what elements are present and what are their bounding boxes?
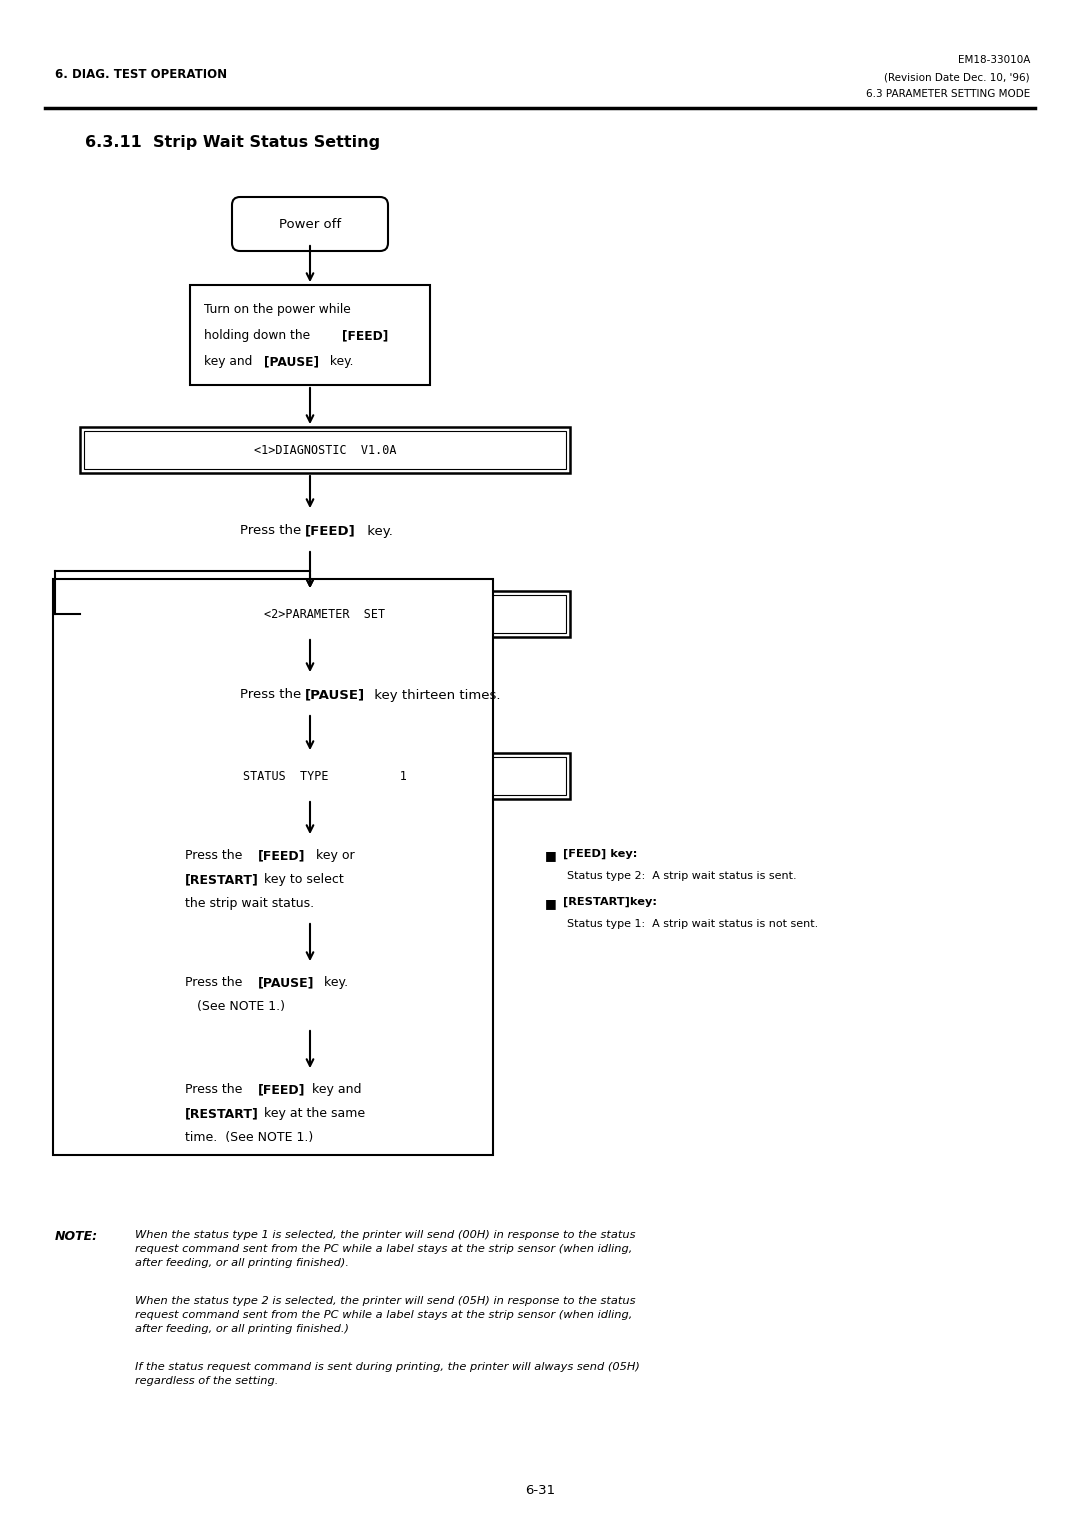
Text: key.: key. (320, 976, 348, 990)
Text: (See NOTE 1.): (See NOTE 1.) (197, 1000, 285, 1013)
Text: Press the: Press the (240, 525, 305, 537)
Text: If the status request command is sent during printing, the printer will always s: If the status request command is sent du… (135, 1362, 639, 1386)
Bar (84, 756, 566, 795)
Text: Status type 1:  A strip wait status is not sent.: Status type 1: A strip wait status is no… (567, 920, 819, 929)
Text: Status type 2:  A strip wait status is sent.: Status type 2: A strip wait status is se… (567, 871, 797, 881)
Text: (Revision Date Dec. 10, '96): (Revision Date Dec. 10, '96) (885, 72, 1030, 82)
Text: NOTE:: NOTE: (55, 1231, 98, 1243)
Text: key and: key and (308, 1083, 362, 1096)
Text: 6. DIAG. TEST OPERATION: 6. DIAG. TEST OPERATION (55, 69, 227, 81)
Text: Power off: Power off (279, 218, 341, 230)
Text: [RESTART]key:: [RESTART]key: (563, 897, 657, 907)
Text: holding down the: holding down the (204, 329, 314, 342)
Text: key to select: key to select (260, 872, 343, 886)
Bar (80, 592, 570, 637)
Text: [FEED]: [FEED] (258, 1083, 306, 1096)
Text: [FEED]: [FEED] (258, 849, 306, 862)
Text: [RESTART]: [RESTART] (185, 872, 259, 886)
Text: [PAUSE]: [PAUSE] (264, 355, 319, 368)
Text: Press the: Press the (185, 976, 246, 990)
Bar (53, 580, 492, 1154)
Text: key.: key. (326, 355, 353, 368)
Text: 6.3 PARAMETER SETTING MODE: 6.3 PARAMETER SETTING MODE (866, 88, 1030, 99)
Text: EM18-33010A: EM18-33010A (958, 55, 1030, 66)
Text: [RESTART]: [RESTART] (185, 1107, 259, 1119)
Text: When the status type 1 is selected, the printer will send (00H) in response to t: When the status type 1 is selected, the … (135, 1231, 635, 1267)
Text: ■: ■ (545, 849, 557, 862)
Text: When the status type 2 is selected, the printer will send (05H) in response to t: When the status type 2 is selected, the … (135, 1296, 635, 1334)
Text: <2>PARAMETER  SET: <2>PARAMETER SET (265, 607, 386, 621)
Bar (80, 427, 570, 473)
Text: [PAUSE]: [PAUSE] (305, 688, 365, 702)
Text: [FEED]: [FEED] (342, 329, 388, 342)
Text: the strip wait status.: the strip wait status. (185, 897, 314, 910)
Text: key or: key or (308, 849, 354, 862)
Text: key thirteen times.: key thirteen times. (370, 688, 500, 702)
Text: [FEED]: [FEED] (305, 525, 355, 537)
Bar (84, 595, 566, 633)
Text: [PAUSE]: [PAUSE] (258, 976, 314, 990)
Text: Press the: Press the (240, 688, 305, 702)
FancyBboxPatch shape (232, 197, 388, 252)
Text: 6.3.11  Strip Wait Status Setting: 6.3.11 Strip Wait Status Setting (85, 136, 380, 149)
Text: ■: ■ (545, 897, 557, 910)
Text: 6-31: 6-31 (525, 1484, 555, 1496)
Text: <1>DIAGNOSTIC  V1.0A: <1>DIAGNOSTIC V1.0A (254, 444, 396, 456)
Bar (190, 285, 430, 384)
Text: key at the same: key at the same (260, 1107, 365, 1119)
Text: Press the: Press the (185, 1083, 246, 1096)
Text: key.: key. (363, 525, 393, 537)
Text: time.  (See NOTE 1.): time. (See NOTE 1.) (185, 1132, 313, 1144)
Text: key and: key and (204, 355, 256, 368)
Text: STATUS  TYPE          1: STATUS TYPE 1 (243, 770, 407, 782)
Bar (84, 432, 566, 470)
Text: Press the: Press the (185, 849, 246, 862)
Text: [FEED] key:: [FEED] key: (563, 849, 637, 859)
Bar (80, 753, 570, 799)
Text: Turn on the power while: Turn on the power while (204, 303, 351, 316)
